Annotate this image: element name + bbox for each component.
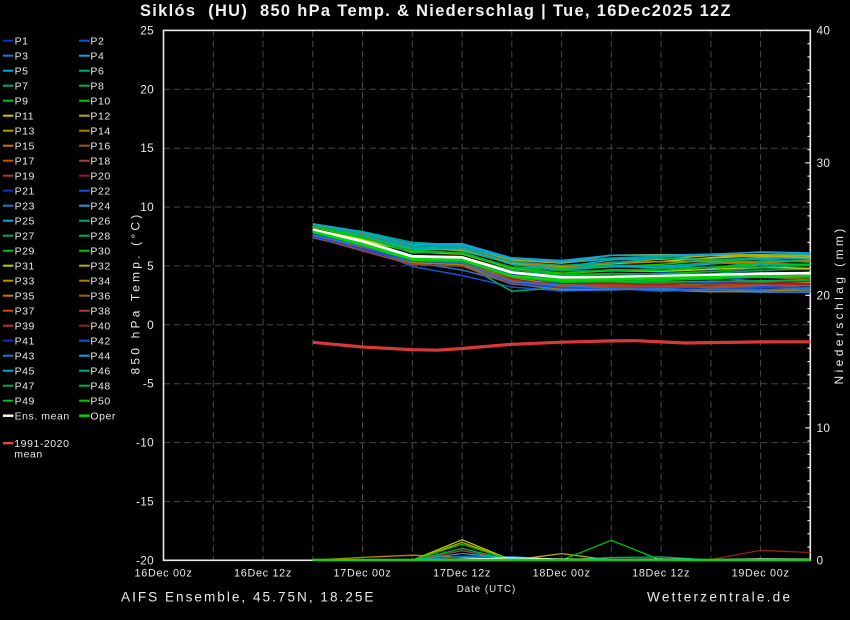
- svg-text:P8: P8: [90, 80, 104, 92]
- svg-text:P30: P30: [90, 245, 110, 257]
- svg-text:15: 15: [140, 141, 154, 155]
- svg-text:P40: P40: [90, 320, 110, 332]
- svg-text:P33: P33: [15, 275, 35, 287]
- svg-text:P37: P37: [15, 305, 35, 317]
- svg-text:P31: P31: [15, 260, 35, 272]
- svg-text:P32: P32: [90, 260, 110, 272]
- svg-text:P2: P2: [90, 35, 104, 47]
- svg-text:Ens. mean: Ens. mean: [15, 410, 70, 422]
- svg-text:20: 20: [817, 288, 831, 302]
- svg-text:P26: P26: [90, 215, 110, 227]
- svg-text:P47: P47: [15, 380, 35, 392]
- svg-text:P17: P17: [15, 155, 35, 167]
- svg-text:P27: P27: [15, 230, 35, 242]
- svg-text:19Dec 00z: 19Dec 00z: [732, 568, 790, 580]
- svg-text:5: 5: [147, 259, 154, 273]
- svg-text:P35: P35: [15, 290, 35, 302]
- svg-text:850 hPa Temp. (°C): 850 hPa Temp. (°C): [129, 212, 143, 375]
- svg-text:30: 30: [817, 156, 831, 170]
- svg-text:P15: P15: [15, 140, 35, 152]
- svg-text:20: 20: [140, 82, 154, 96]
- svg-text:-5: -5: [143, 377, 154, 391]
- svg-text:25: 25: [140, 23, 154, 37]
- svg-text:P38: P38: [90, 305, 110, 317]
- svg-text:17Dec 00z: 17Dec 00z: [334, 568, 392, 580]
- svg-text:0: 0: [817, 553, 824, 567]
- svg-text:P21: P21: [15, 185, 35, 197]
- svg-text:P19: P19: [15, 170, 35, 182]
- svg-text:-15: -15: [136, 494, 154, 508]
- svg-text:P20: P20: [90, 170, 110, 182]
- svg-text:P42: P42: [90, 335, 110, 347]
- svg-text:P13: P13: [15, 125, 35, 137]
- svg-text:Oper: Oper: [90, 410, 116, 422]
- svg-text:P12: P12: [90, 110, 110, 122]
- svg-text:P16: P16: [90, 140, 110, 152]
- svg-text:P1: P1: [15, 35, 29, 47]
- svg-text:1991-2020: 1991-2020: [14, 438, 69, 450]
- svg-text:P18: P18: [90, 155, 110, 167]
- svg-text:17Dec 12z: 17Dec 12z: [433, 568, 491, 580]
- svg-text:18Dec 00z: 18Dec 00z: [533, 568, 591, 580]
- svg-text:P7: P7: [15, 80, 29, 92]
- svg-text:P23: P23: [15, 200, 35, 212]
- svg-text:P36: P36: [90, 290, 110, 302]
- svg-text:P4: P4: [90, 50, 104, 62]
- svg-text:P49: P49: [15, 395, 35, 407]
- svg-text:P6: P6: [90, 65, 104, 77]
- svg-text:Date (UTC): Date (UTC): [457, 584, 517, 595]
- svg-text:AIFS Ensemble, 45.75N, 18.25E: AIFS Ensemble, 45.75N, 18.25E: [121, 589, 375, 604]
- svg-text:mean: mean: [14, 449, 42, 461]
- svg-text:P39: P39: [15, 320, 35, 332]
- svg-text:Wetterzentrale.de: Wetterzentrale.de: [647, 589, 792, 604]
- svg-text:P44: P44: [90, 350, 110, 362]
- svg-text:Niederschlag (mm): Niederschlag (mm): [832, 225, 846, 384]
- svg-text:P34: P34: [90, 275, 110, 287]
- svg-text:P14: P14: [90, 125, 110, 137]
- svg-text:16Dec 12z: 16Dec 12z: [234, 568, 292, 580]
- svg-text:P48: P48: [90, 380, 110, 392]
- svg-text:Siklós (HU) 850 hPa Temp. &: Siklós (HU) 850 hPa Temp. & Niederschlag…: [140, 2, 732, 20]
- svg-text:P45: P45: [15, 365, 35, 377]
- svg-text:P5: P5: [15, 65, 29, 77]
- svg-text:P9: P9: [15, 95, 29, 107]
- svg-text:40: 40: [817, 23, 831, 37]
- svg-text:16Dec 00z: 16Dec 00z: [135, 568, 193, 580]
- svg-text:P24: P24: [90, 200, 110, 212]
- svg-text:P43: P43: [15, 350, 35, 362]
- svg-text:P10: P10: [90, 95, 110, 107]
- svg-text:0: 0: [147, 318, 154, 332]
- svg-text:P25: P25: [15, 215, 35, 227]
- svg-text:P50: P50: [90, 395, 110, 407]
- svg-text:P46: P46: [90, 365, 110, 377]
- svg-text:P28: P28: [90, 230, 110, 242]
- svg-text:-10: -10: [136, 436, 154, 450]
- svg-text:10: 10: [817, 421, 831, 435]
- svg-text:10: 10: [140, 200, 154, 214]
- svg-text:P41: P41: [15, 335, 35, 347]
- svg-text:P3: P3: [15, 50, 29, 62]
- svg-text:P29: P29: [15, 245, 35, 257]
- svg-text:18Dec 12z: 18Dec 12z: [632, 568, 690, 580]
- svg-text:P22: P22: [90, 185, 110, 197]
- svg-text:P11: P11: [15, 110, 35, 122]
- svg-text:-20: -20: [136, 553, 154, 567]
